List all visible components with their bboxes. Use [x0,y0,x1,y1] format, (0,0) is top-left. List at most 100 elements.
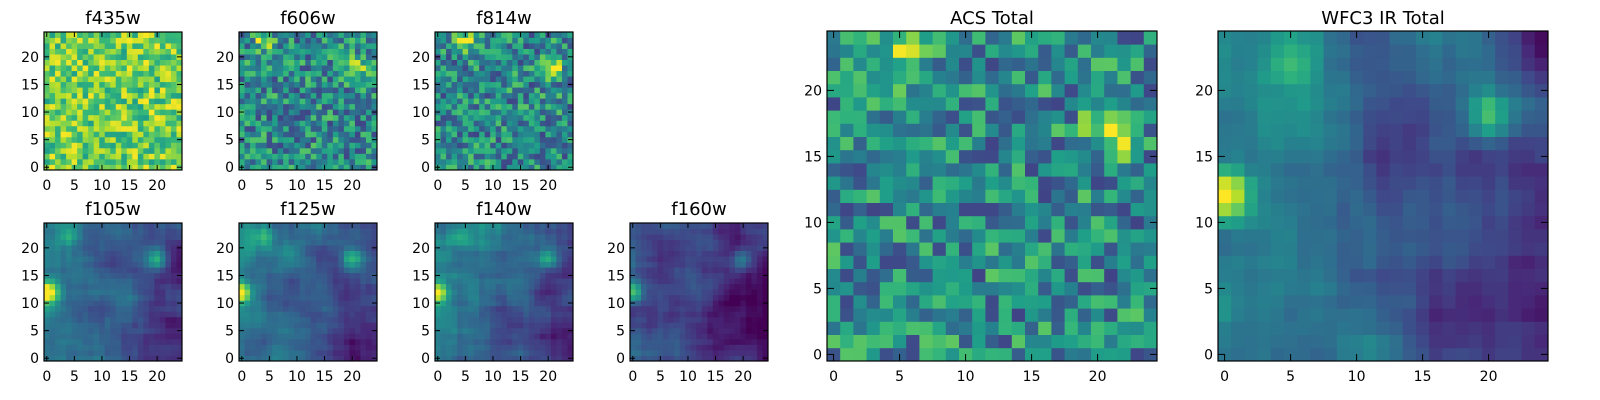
heatmap-cell [840,163,854,177]
heatmap-cell [44,289,50,296]
heatmap-cell [294,316,301,323]
heatmap-cell [121,261,128,268]
heatmap-cell [99,344,106,351]
heatmap-cell [132,300,139,307]
heatmap-cell [288,92,295,99]
heatmap-cell [299,65,306,72]
heatmap-cell [539,344,546,351]
heatmap-cell [148,344,155,351]
heatmap-cell [137,333,144,340]
heatmap-cell [701,239,708,246]
heatmap-cell [745,333,752,340]
heatmap-cell [66,98,72,105]
heatmap-cell [165,125,172,132]
heatmap-cell [1077,334,1092,349]
heatmap-cell [512,109,519,116]
heatmap-cell [506,76,513,83]
heatmap-cell [523,37,530,44]
heatmap-cell [985,268,999,283]
heatmap-cell [762,283,769,290]
heatmap-cell [277,245,284,251]
heatmap-cell [99,81,106,88]
heatmap-cell [66,164,72,171]
heatmap-cell [495,98,502,105]
heatmap-cell [126,245,133,251]
heatmap-cell [165,333,172,340]
heatmap-cell [261,327,267,334]
heatmap-cell [484,234,491,240]
heatmap-cell [55,311,61,318]
heatmap-cell [365,344,372,351]
y-tick-label: 15 [216,77,234,93]
heatmap-cell [327,158,334,165]
heatmap-cell [159,92,166,99]
heatmap-cell [1011,255,1026,269]
heatmap-cell [827,163,841,177]
heatmap-cell [490,278,497,285]
heatmap-cell [305,349,312,356]
heatmap-cell [457,125,463,132]
heatmap-cell [343,164,350,171]
heatmap-cell [528,164,535,171]
heatmap-cell [332,158,339,165]
heatmap-cell [462,120,469,127]
heatmap-cell [104,289,111,296]
heatmap-cell [679,355,686,362]
heatmap-cell [451,70,458,77]
heatmap-cell [82,239,89,246]
heatmap-cell [104,92,111,99]
heatmap-cell [696,267,703,274]
heatmap-cell [723,234,730,240]
heatmap-cell [479,228,486,235]
heatmap-cell [126,300,133,307]
x-tick-label: 20 [539,178,557,194]
heatmap-cell [756,278,763,285]
heatmap-cell [734,327,741,334]
heatmap-cell [495,272,502,279]
heatmap-cell [523,300,530,307]
heatmap-cell [462,92,469,99]
heatmap-cell [154,37,161,44]
heatmap-cell [701,245,708,251]
heatmap-cell [305,228,312,235]
heatmap-cell [462,48,469,55]
heatmap-cell [1104,334,1118,349]
heatmap-cell [1091,189,1105,203]
heatmap-cell [446,316,452,323]
heatmap-cell [88,311,95,318]
heatmap-cell [321,37,328,44]
heatmap-cell [261,109,267,116]
heatmap-cell [663,223,670,229]
heatmap-cell [261,98,267,105]
heatmap-cell [321,267,328,274]
heatmap-cell [1051,308,1065,322]
heatmap-cell [729,223,736,229]
heatmap-cell [539,59,546,66]
y-tick-label: 0 [421,351,430,367]
heatmap-cell [360,245,367,251]
heatmap-cell [479,256,486,263]
heatmap-cell [545,37,552,44]
x-tick-label: 10 [93,178,111,194]
heatmap-cell [310,164,317,171]
heatmap-cell [176,92,183,99]
heatmap-cell [679,272,686,279]
heatmap-cell [277,283,284,290]
heatmap-cell [690,267,697,274]
heatmap-cell [244,136,251,143]
heatmap-cell [305,355,312,362]
heatmap-cell [457,37,463,44]
heatmap-cell [567,228,574,235]
heatmap-cell [371,43,378,49]
heatmap-cell [1051,347,1065,362]
heatmap-cell [556,234,563,240]
heatmap-cell [1104,308,1118,322]
heatmap-cell [137,32,144,38]
heatmap-cell [567,92,574,99]
heatmap-cell [435,153,441,160]
heatmap-cell [985,163,999,177]
heatmap-cell [99,267,106,274]
heatmap-cell [99,349,106,356]
heatmap-cell [250,245,256,251]
heatmap-cell [299,250,306,257]
